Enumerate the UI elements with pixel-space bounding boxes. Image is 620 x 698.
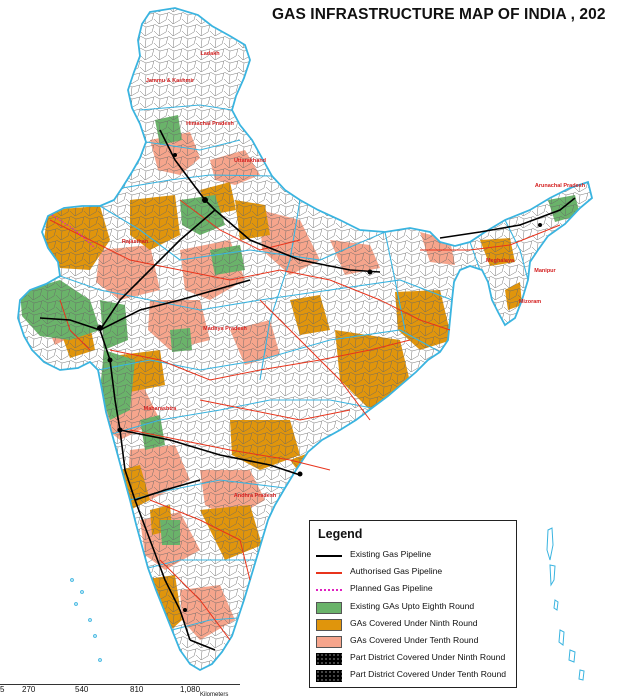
scale-unit-label: Kilometers bbox=[200, 692, 229, 698]
state-label-jammu-kashmir: Jammu & Kashmir bbox=[146, 78, 195, 84]
state-label-andhra-pradesh: Andhra Pradesh bbox=[234, 493, 277, 499]
legend-title: Legend bbox=[318, 527, 363, 541]
legend-item-label: Part District Covered Under Ninth Round bbox=[350, 652, 506, 663]
islands bbox=[70, 527, 585, 681]
scale-tick-label: 270 bbox=[22, 685, 36, 694]
legend-item-label: Planned Gas Pipeline bbox=[350, 583, 433, 594]
legend-item: GAs Covered Under Ninth Round bbox=[316, 617, 516, 633]
legend-hatch-icon bbox=[316, 653, 342, 666]
state-labels: Ladakh Jammu & Kashmir Himachal Pradesh Utt… bbox=[122, 51, 586, 499]
state-label-manipur: Manipur bbox=[534, 268, 556, 274]
scale-tick-label: 5 bbox=[0, 685, 5, 694]
legend-item-label: GAs Covered Under Tenth Round bbox=[350, 635, 479, 645]
legend-item: Authorised Gas Pipeline bbox=[316, 565, 516, 581]
state-label-meghalaya: Meghalaya bbox=[486, 258, 515, 264]
existing-pipelines bbox=[39, 129, 576, 651]
legend-swatch-icon bbox=[316, 618, 342, 631]
legend-item-label: Part District Covered Under Tenth Round bbox=[350, 669, 507, 680]
scale-tick-label: 1,080 bbox=[180, 685, 201, 694]
legend-item-label: Authorised Gas Pipeline bbox=[350, 566, 443, 577]
legend-dotted-line-icon bbox=[316, 589, 342, 592]
legend-item: Part District Covered Under Ninth Round bbox=[316, 651, 516, 667]
legend-hatch-icon bbox=[316, 670, 342, 683]
legend-item: Part District Covered Under Tenth Round bbox=[316, 668, 516, 684]
scale-tick-label: 810 bbox=[130, 685, 144, 694]
mainland bbox=[17, 7, 593, 671]
nicobar-islands bbox=[568, 649, 576, 663]
legend-line-icon bbox=[316, 572, 342, 575]
legend: Legend Existing Gas Pipeline Authorised G… bbox=[309, 520, 517, 688]
part-districts bbox=[97, 153, 542, 612]
legend-item-label: Existing Gas Pipeline bbox=[350, 549, 432, 559]
legend-item-label: Existing GAs Upto Eighth Round bbox=[350, 600, 475, 611]
legend-item-label: GAs Covered Under Ninth Round bbox=[350, 617, 478, 628]
state-label-uttarakhand: Uttarakhand bbox=[234, 158, 266, 164]
scale-line bbox=[0, 684, 240, 685]
authorised-pipelines bbox=[49, 199, 561, 641]
scale-tick-label: 540 bbox=[75, 685, 89, 694]
state-label-himachal-pradesh: Himachal Pradesh bbox=[186, 121, 234, 127]
state-label-maharashtra: Maharashtra bbox=[144, 406, 178, 412]
scale-bar: 5 270 540 810 1,080 Kilometers bbox=[0, 684, 240, 698]
legend-swatch-icon bbox=[316, 601, 342, 614]
state-label-ladakh: Ladakh bbox=[200, 51, 220, 57]
legend-line-icon bbox=[316, 555, 342, 557]
state-label-madhya-pradesh: Madhya Pradesh bbox=[203, 326, 247, 332]
state-label-rajasthan: Rajasthan bbox=[122, 239, 149, 245]
legend-item: GAs Covered Under Tenth Round bbox=[316, 634, 516, 650]
legend-swatch-icon bbox=[316, 636, 342, 648]
legend-item: Planned Gas Pipeline bbox=[316, 582, 516, 598]
legend-item: Existing Gas Pipeline bbox=[316, 548, 516, 564]
state-label-mizoram: Mizoram bbox=[519, 299, 541, 305]
andaman-islands bbox=[546, 527, 554, 561]
lakshadweep-islands bbox=[70, 578, 74, 582]
planned-pipeline bbox=[51, 214, 96, 249]
state-label-arunachal-pradesh: Arunachal Pradesh bbox=[535, 183, 586, 189]
legend-item: Existing GAs Upto Eighth Round bbox=[316, 600, 516, 616]
map-title: GAS INFRASTRUCTURE MAP OF INDIA , 202 bbox=[272, 6, 606, 23]
